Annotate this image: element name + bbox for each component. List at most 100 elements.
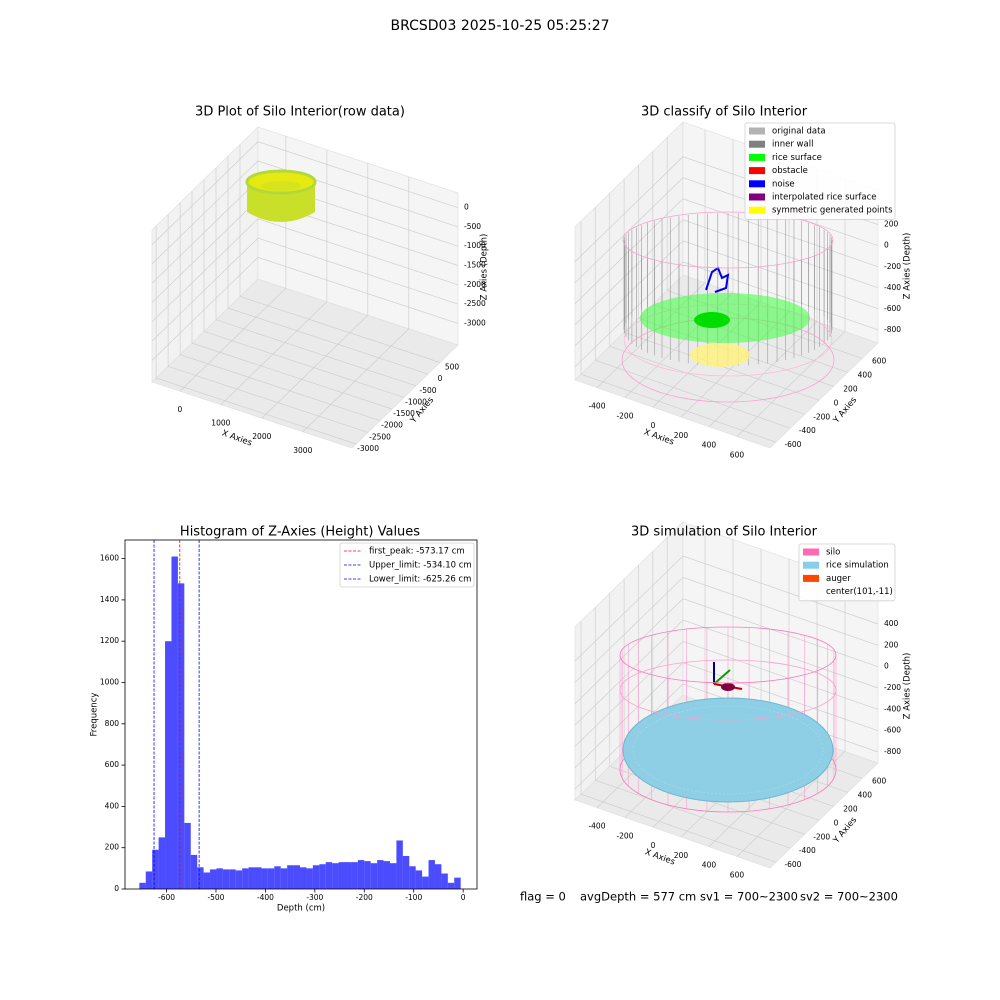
histogram-bar (441, 873, 448, 889)
y-tick-label: 600 (872, 776, 887, 785)
x-tick-label: -400 (588, 402, 605, 411)
legend-label: first_peak: -573.17 cm (369, 547, 465, 557)
histogram-bar (402, 855, 410, 889)
histogram-bar (293, 865, 301, 889)
histogram-bar (364, 861, 371, 889)
x-tick-label: 0 (651, 421, 656, 430)
y-tick-label: -2500 (369, 432, 391, 441)
histogram-bar (190, 854, 198, 889)
grid-line (302, 176, 410, 433)
figure-title: BRCSD03 2025-10-25 05:25:27 (390, 18, 609, 34)
z-tick-label: -400 (884, 704, 901, 713)
legend-swatch (749, 127, 765, 135)
histogram-bar (235, 870, 243, 889)
z-tick-label: 0 (884, 241, 889, 250)
simulation (619, 626, 837, 813)
y-tick-label: 1200 (100, 636, 119, 645)
legend-label: interpolated rice surface (772, 193, 877, 203)
legend-label: original data (772, 127, 826, 137)
y-tick-label: 1600 (100, 554, 119, 563)
histogram-bar (447, 882, 455, 889)
legend-swatch (803, 561, 819, 569)
grid-line (574, 598, 879, 704)
grid-line (574, 619, 879, 726)
y-tick-label: 200 (105, 843, 120, 852)
histogram-bar (319, 864, 326, 889)
histogram-bar (300, 867, 307, 889)
z-tick-label: -1500 (464, 261, 486, 270)
x-tick-label: 400 (702, 861, 717, 870)
histogram-bar (325, 862, 333, 889)
histogram-bar (171, 556, 178, 889)
z-tick-label: -500 (464, 222, 481, 231)
cloud-inner (261, 181, 301, 191)
y-tick-label: -500 (420, 386, 437, 395)
legend-label: noise (772, 179, 795, 189)
y-tick-label: 0 (114, 884, 119, 893)
classified-cloud (621, 211, 835, 403)
legend-label: rice simulation (826, 561, 889, 571)
grid-line (261, 163, 369, 419)
legend-label: obstacle (772, 166, 808, 176)
z-tick-label: -2000 (464, 280, 486, 289)
histogram-bar (377, 860, 384, 889)
axis-label: X Axies (642, 427, 675, 447)
z-tick-label: -1000 (464, 241, 486, 250)
grid-line (736, 178, 846, 437)
y-tick-label: 0 (438, 374, 443, 383)
histogram-bar (345, 862, 352, 889)
histogram-bar (152, 849, 159, 889)
x-tick-label: 600 (730, 450, 745, 459)
z-tick-label: 400 (884, 619, 899, 628)
histogram-bar (370, 863, 378, 889)
histogram-bar (338, 862, 345, 889)
histogram-bar (287, 865, 294, 889)
y-tick-label: 800 (105, 719, 120, 728)
legend-swatch (749, 180, 765, 188)
y-tick-label: -600 (784, 860, 801, 869)
grid-line (151, 160, 459, 265)
histogram-bar (203, 872, 211, 889)
x-tick-label: 200 (674, 431, 689, 440)
grid-line (574, 576, 879, 683)
y-tick-label: -3000 (357, 444, 379, 453)
x-tick-label: 600 (730, 870, 745, 879)
z-tick-label: -600 (884, 304, 901, 313)
auger-axis-y (713, 669, 731, 685)
legend-box (798, 543, 896, 602)
x-tick-label: -200 (616, 411, 633, 420)
legend-swatch (749, 206, 765, 214)
histogram-bar (158, 837, 166, 889)
legend-swatch (749, 167, 765, 175)
histogram-bar (267, 868, 275, 889)
y-tick-label: -1000 (405, 397, 427, 406)
z-tick-label: -200 (884, 262, 901, 271)
y-tick-label: -400 (799, 846, 816, 855)
x-tick-label: 0 (651, 841, 656, 850)
x-tick-label: -400 (588, 822, 605, 831)
histogram-bar (389, 863, 397, 889)
y-tick-label: 0 (834, 398, 839, 407)
panel-title: 3D simulation of Silo Interior (631, 525, 818, 540)
x-tick-label: -300 (306, 893, 323, 902)
legend-label: silo (826, 548, 840, 558)
grid-line (151, 257, 459, 361)
y-tick-label: 400 (105, 801, 120, 810)
histogram-bar (306, 868, 313, 889)
histogram-bar (428, 860, 435, 889)
legend-label: auger (826, 574, 851, 584)
legend-label: center(101,-11) (826, 587, 893, 597)
legend-label: rice surface (772, 153, 822, 163)
grid-line (638, 165, 834, 387)
x-tick-label: -200 (616, 831, 633, 840)
x-tick-label: 3000 (293, 446, 312, 455)
grid-line (594, 207, 791, 429)
x-tick-label: 0 (461, 893, 466, 902)
grid-line (736, 578, 846, 857)
grid-line (239, 144, 441, 363)
x-tick-label: 2000 (252, 432, 271, 441)
legend-swatch (749, 193, 765, 201)
raw-cloud (245, 169, 317, 222)
status-item: avgDepth = 577 cm (580, 890, 696, 904)
grid-line (574, 240, 879, 347)
